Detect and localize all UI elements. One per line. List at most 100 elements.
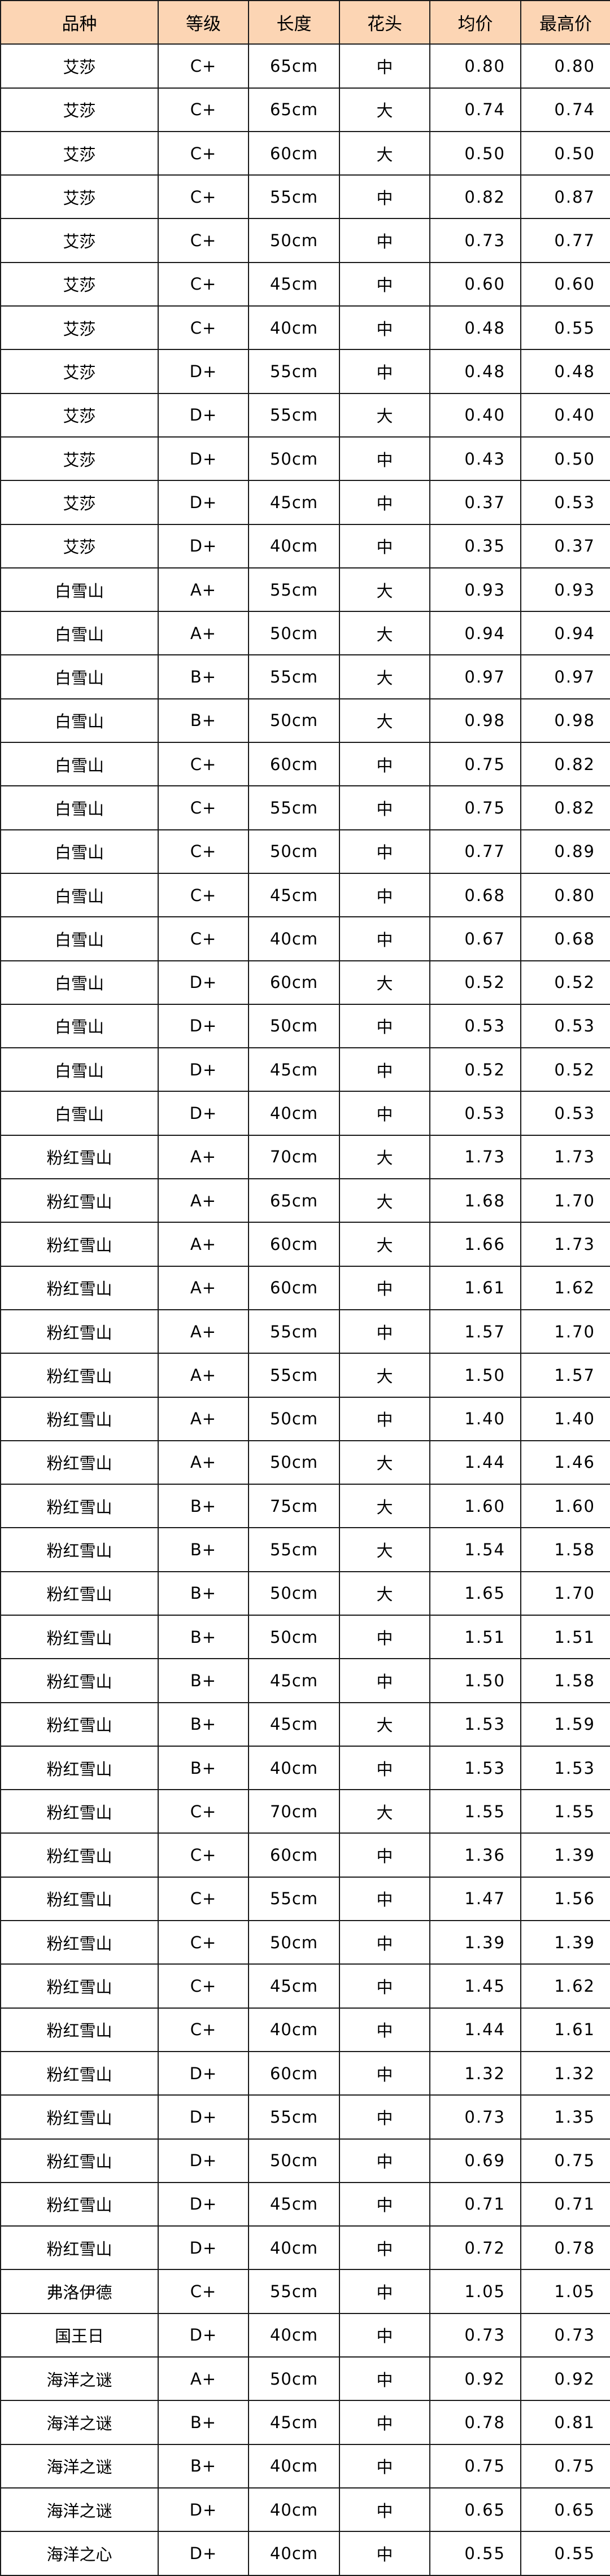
table-row: 粉红雪山 A+ 70cm 大 1.73 1.73 xyxy=(0,1134,610,1180)
max-price-cell: 1.05 xyxy=(520,2269,610,2314)
variety-cell: 白雪山 xyxy=(0,829,159,874)
head-size-cell: 大 xyxy=(339,1440,430,1485)
length-cell: 60cm xyxy=(248,1265,340,1310)
max-price-cell: 0.55 xyxy=(520,2531,610,2576)
variety-cell: 艾莎 xyxy=(0,87,159,132)
table-row: 白雪山 B+ 55cm 大 0.97 0.97 xyxy=(0,654,610,699)
variety-cell: 白雪山 xyxy=(0,872,159,918)
column-header-grade: 等级 xyxy=(158,0,249,45)
table-row: 艾莎 D+ 40cm 中 0.35 0.37 xyxy=(0,523,610,568)
table-row: 白雪山 A+ 50cm 大 0.94 0.94 xyxy=(0,611,610,656)
head-size-cell: 大 xyxy=(339,654,430,699)
avg-price-cell: 0.74 xyxy=(429,87,521,132)
variety-cell: 白雪山 xyxy=(0,698,159,744)
head-size-cell: 中 xyxy=(339,2094,430,2140)
max-price-cell: 1.73 xyxy=(520,1134,610,1180)
length-cell: 55cm xyxy=(248,567,340,613)
max-price-cell: 0.92 xyxy=(520,2356,610,2402)
table-row: 艾莎 D+ 50cm 中 0.43 0.50 xyxy=(0,436,610,482)
grade-cell: B+ xyxy=(158,2400,249,2445)
head-size-cell: 大 xyxy=(339,567,430,613)
variety-cell: 艾莎 xyxy=(0,130,159,176)
table-row: 白雪山 D+ 45cm 中 0.52 0.52 xyxy=(0,1047,610,1092)
grade-cell: C+ xyxy=(158,829,249,874)
grade-cell: B+ xyxy=(158,1702,249,1747)
head-size-cell: 中 xyxy=(339,1876,430,1922)
variety-cell: 白雪山 xyxy=(0,960,159,1005)
table-row: 粉红雪山 C+ 60cm 中 1.36 1.39 xyxy=(0,1832,610,1878)
head-size-cell: 中 xyxy=(339,2487,430,2533)
table-row: 艾莎 C+ 50cm 中 0.73 0.77 xyxy=(0,218,610,263)
avg-price-cell: 0.92 xyxy=(429,2356,521,2402)
head-size-cell: 中 xyxy=(339,1091,430,1136)
length-cell: 55cm xyxy=(248,1527,340,1572)
head-size-cell: 中 xyxy=(339,1963,430,2009)
table-row: 粉红雪山 B+ 45cm 中 1.50 1.58 xyxy=(0,1658,610,1703)
grade-cell: A+ xyxy=(158,1178,249,1223)
grade-cell: B+ xyxy=(158,1658,249,1703)
max-price-cell: 1.56 xyxy=(520,1876,610,1922)
length-cell: 55cm xyxy=(248,174,340,220)
max-price-cell: 1.35 xyxy=(520,2094,610,2140)
head-size-cell: 中 xyxy=(339,1658,430,1703)
grade-cell: D+ xyxy=(158,2050,249,2096)
grade-cell: A+ xyxy=(158,1134,249,1180)
table-row: 粉红雪山 D+ 55cm 中 0.73 1.35 xyxy=(0,2094,610,2140)
grade-cell: B+ xyxy=(158,654,249,699)
variety-cell: 白雪山 xyxy=(0,567,159,613)
max-price-cell: 0.97 xyxy=(520,654,610,699)
variety-cell: 海洋之谜 xyxy=(0,2443,159,2488)
variety-cell: 艾莎 xyxy=(0,174,159,220)
length-cell: 40cm xyxy=(248,2443,340,2488)
variety-cell: 粉红雪山 xyxy=(0,1396,159,1441)
variety-cell: 粉红雪山 xyxy=(0,2181,159,2227)
head-size-cell: 中 xyxy=(339,2400,430,2445)
table-row: 粉红雪山 A+ 65cm 大 1.68 1.70 xyxy=(0,1178,610,1223)
avg-price-cell: 0.48 xyxy=(429,349,521,394)
avg-price-cell: 0.53 xyxy=(429,1091,521,1136)
avg-price-cell: 1.05 xyxy=(429,2269,521,2314)
grade-cell: A+ xyxy=(158,2356,249,2402)
max-price-cell: 1.32 xyxy=(520,2050,610,2096)
table-row: 粉红雪山 C+ 45cm 中 1.45 1.62 xyxy=(0,1963,610,2009)
table-row: 艾莎 C+ 65cm 大 0.74 0.74 xyxy=(0,87,610,132)
grade-cell: C+ xyxy=(158,1920,249,1965)
grade-cell: C+ xyxy=(158,43,249,89)
avg-price-cell: 1.50 xyxy=(429,1353,521,1398)
avg-price-cell: 1.66 xyxy=(429,1222,521,1267)
max-price-cell: 1.70 xyxy=(520,1571,610,1616)
length-cell: 50cm xyxy=(248,611,340,656)
max-price-cell: 1.39 xyxy=(520,1920,610,1965)
table-row: 艾莎 C+ 60cm 大 0.50 0.50 xyxy=(0,130,610,176)
grade-cell: C+ xyxy=(158,742,249,787)
length-cell: 55cm xyxy=(248,1309,340,1354)
grade-cell: D+ xyxy=(158,960,249,1005)
grade-cell: A+ xyxy=(158,1440,249,1485)
max-price-cell: 0.53 xyxy=(520,1091,610,1136)
head-size-cell: 中 xyxy=(339,1309,430,1354)
avg-price-cell: 1.40 xyxy=(429,1396,521,1441)
grade-cell: B+ xyxy=(158,1571,249,1616)
length-cell: 40cm xyxy=(248,2531,340,2576)
table-row: 粉红雪山 B+ 50cm 中 1.51 1.51 xyxy=(0,1614,610,1660)
max-price-cell: 1.46 xyxy=(520,1440,610,1485)
grade-cell: C+ xyxy=(158,1876,249,1922)
head-size-cell: 大 xyxy=(339,1571,430,1616)
head-size-cell: 中 xyxy=(339,1047,430,1092)
head-size-cell: 中 xyxy=(339,1920,430,1965)
table-row: 海洋之心 D+ 40cm 中 0.55 0.55 xyxy=(0,2531,610,2576)
length-cell: 40cm xyxy=(248,305,340,351)
variety-cell: 粉红雪山 xyxy=(0,1353,159,1398)
grade-cell: D+ xyxy=(158,1047,249,1092)
grade-cell: B+ xyxy=(158,1527,249,1572)
avg-price-cell: 1.36 xyxy=(429,1832,521,1878)
grade-cell: C+ xyxy=(158,2007,249,2052)
head-size-cell: 中 xyxy=(339,2050,430,2096)
head-size-cell: 大 xyxy=(339,698,430,744)
grade-cell: D+ xyxy=(158,392,249,438)
max-price-cell: 1.70 xyxy=(520,1309,610,1354)
max-price-cell: 0.82 xyxy=(520,785,610,830)
avg-price-cell: 0.75 xyxy=(429,2443,521,2488)
max-price-cell: 0.53 xyxy=(520,480,610,525)
variety-cell: 粉红雪山 xyxy=(0,2138,159,2183)
